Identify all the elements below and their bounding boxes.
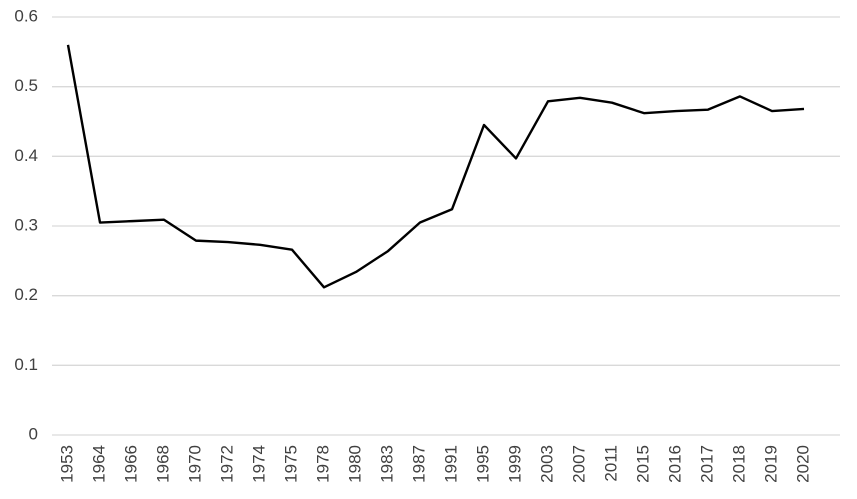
x-tick-label: 2003: [537, 445, 556, 483]
x-tick-label: 2007: [569, 445, 588, 483]
y-tick-label: 0.2: [14, 285, 38, 304]
y-tick-label: 0.1: [14, 355, 38, 374]
x-tick-label: 2011: [601, 445, 620, 482]
x-tick-label: 1964: [89, 445, 108, 483]
y-tick-label: 0.3: [14, 215, 38, 234]
x-tick-label: 1968: [153, 445, 172, 483]
y-tick-label: 0: [29, 424, 38, 443]
data-line: [66, 44, 805, 289]
x-tick-label: 1980: [345, 445, 364, 483]
y-tick-label: 0.5: [14, 76, 38, 95]
x-tick-label: 1983: [377, 445, 396, 483]
x-tick-label: 2020: [793, 445, 812, 483]
x-tick-label: 1987: [409, 445, 428, 483]
x-tick-label: 2016: [665, 445, 684, 483]
x-tick-label: 1970: [185, 445, 204, 483]
y-tick-label: 0.6: [14, 6, 38, 25]
x-tick-label: 1966: [121, 445, 140, 483]
x-tick-label: 1972: [217, 445, 236, 483]
x-tick-label: 1991: [441, 445, 460, 483]
x-tick-label: 2019: [761, 445, 780, 483]
x-tick-label: 1995: [473, 445, 492, 483]
x-tick-label: 1978: [313, 445, 332, 483]
x-tick-label: 2017: [697, 445, 716, 483]
x-tick-label: 2015: [633, 445, 652, 483]
y-tick-label: 0.4: [14, 146, 38, 165]
x-tick-label: 1974: [249, 445, 268, 483]
x-tick-label: 1999: [505, 445, 524, 483]
x-tick-label: 1975: [281, 445, 300, 483]
x-tick-label: 1953: [57, 445, 76, 483]
x-tick-label: 2018: [729, 445, 748, 483]
